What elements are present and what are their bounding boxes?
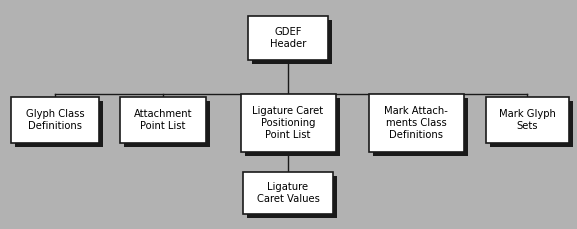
FancyBboxPatch shape <box>245 98 339 156</box>
Text: Mark Glyph
Sets: Mark Glyph Sets <box>499 109 556 131</box>
FancyBboxPatch shape <box>11 97 99 143</box>
Text: Ligature
Caret Values: Ligature Caret Values <box>257 182 320 204</box>
Text: Glyph Class
Definitions: Glyph Class Definitions <box>26 109 84 131</box>
FancyBboxPatch shape <box>489 101 572 147</box>
FancyBboxPatch shape <box>485 97 568 143</box>
FancyBboxPatch shape <box>369 94 463 152</box>
Text: Attachment
Point List: Attachment Point List <box>134 109 192 131</box>
FancyBboxPatch shape <box>241 94 335 152</box>
FancyBboxPatch shape <box>120 97 206 143</box>
FancyBboxPatch shape <box>373 98 467 156</box>
FancyBboxPatch shape <box>124 101 210 147</box>
FancyBboxPatch shape <box>247 176 337 218</box>
FancyBboxPatch shape <box>248 16 328 60</box>
Text: GDEF
Header: GDEF Header <box>270 27 306 49</box>
FancyBboxPatch shape <box>15 101 103 147</box>
FancyBboxPatch shape <box>252 20 332 64</box>
Text: Ligature Caret
Positioning
Point List: Ligature Caret Positioning Point List <box>253 106 324 140</box>
Text: Mark Attach-
ments Class
Definitions: Mark Attach- ments Class Definitions <box>384 106 448 140</box>
FancyBboxPatch shape <box>243 172 333 214</box>
